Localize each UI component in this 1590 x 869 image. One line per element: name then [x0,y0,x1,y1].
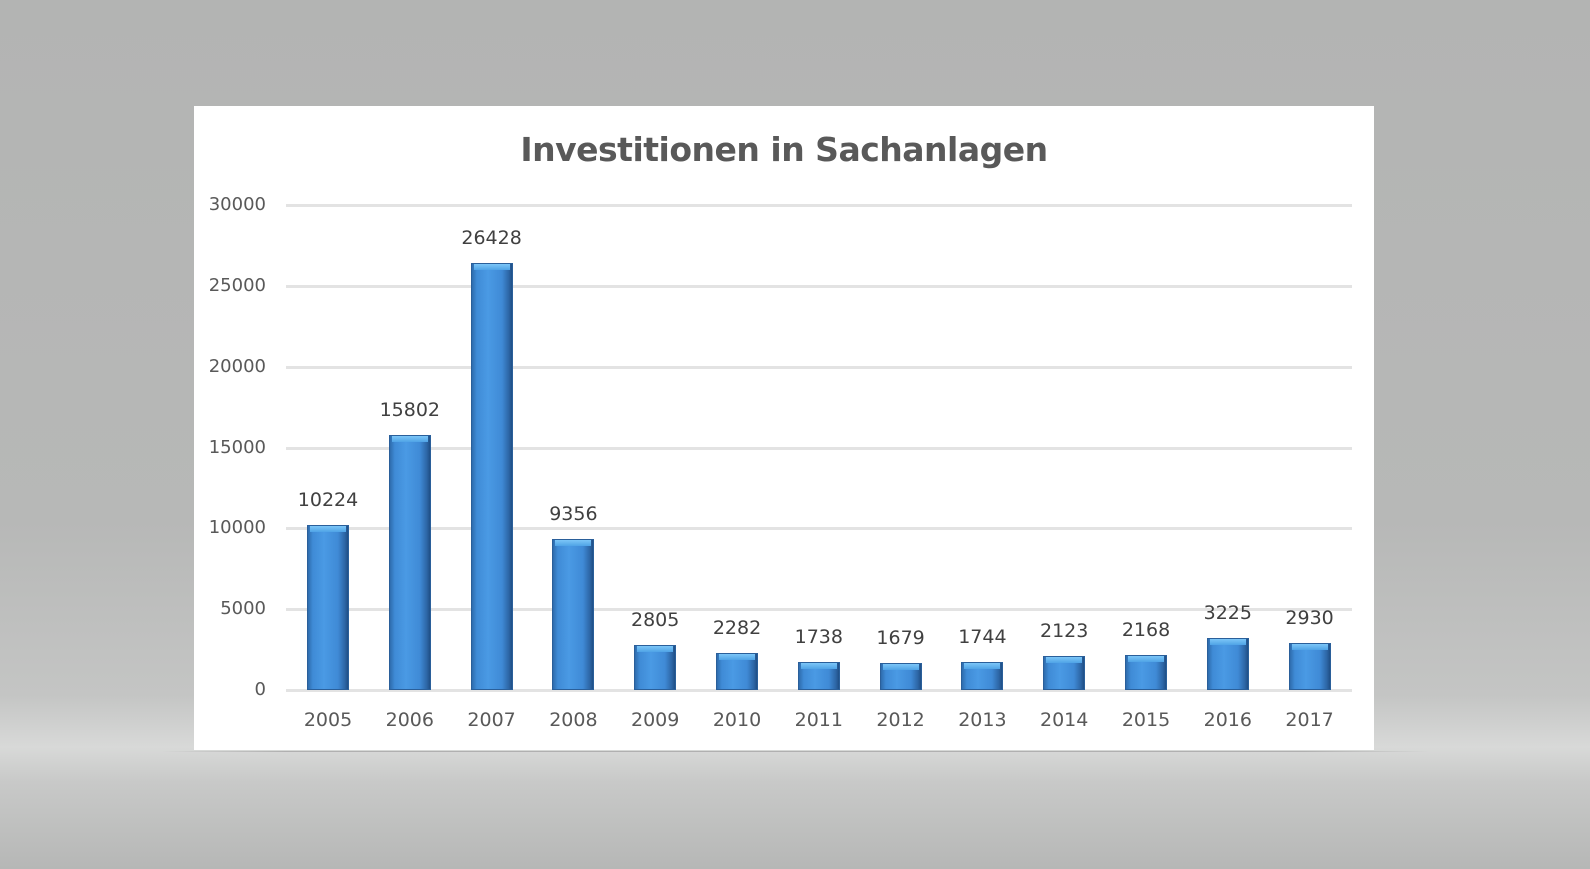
bar-2006[interactable] [388,434,431,690]
y-axis-tick-label: 5000 [220,598,266,620]
y-axis-tick-label: 20000 [208,355,266,377]
data-label: 2282 [712,617,762,640]
bar-2015[interactable] [1125,654,1167,690]
x-axis-tick-label: 2016 [1203,709,1252,731]
x-axis-tick-label: 2012 [876,709,925,731]
gridline [286,689,1352,692]
chart-title: Investitionen in Sachanlagen [520,130,1048,169]
y-axis-tick-label: 25000 [208,274,266,296]
bar-2016[interactable] [1206,637,1249,690]
data-label: 3225 [1203,601,1252,624]
gridline [286,527,1352,531]
data-label: 2930 [1285,606,1334,629]
data-label: 1738 [794,625,843,648]
x-axis-tick-label: 2010 [712,709,762,731]
x-axis-tick-label: 2006 [385,709,434,731]
bar-2017[interactable] [1288,642,1331,690]
data-label: 10224 [297,488,359,511]
x-axis-tick-label: 2005 [303,709,353,731]
x-axis-tick-label: 2009 [631,709,680,731]
gridline [286,446,1352,450]
data-label: 2805 [631,608,680,631]
x-axis-tick-label: 2008 [549,709,598,731]
data-label: 9356 [549,502,598,525]
data-label: 26428 [461,226,522,249]
x-axis-tick-label: 2017 [1285,709,1334,731]
data-label: 1679 [876,626,925,649]
bar-2007[interactable] [470,262,513,690]
data-label: 15802 [379,398,441,421]
x-axis-tick-label: 2014 [1040,709,1089,731]
x-axis-tick-label: 2015 [1121,709,1171,731]
y-axis-tick-label: 30000 [208,194,266,215]
floor-reflection-line [160,751,1430,752]
x-axis-tick-label: 2007 [467,709,516,731]
bar-2005[interactable] [307,524,349,690]
x-axis-tick-label: 2013 [958,709,1007,731]
bar-2012[interactable] [879,662,922,690]
gridline [286,608,1352,612]
plot-area: 0 5000 10000 15000 20000 25000 30000 10224 2005 1… [194,106,1374,750]
data-label: 2168 [1121,618,1171,641]
y-axis-tick-label: 0 [254,679,266,700]
y-axis-tick-label: 15000 [208,436,266,458]
bar-2014[interactable] [1043,655,1086,690]
bar-2008[interactable] [552,538,595,690]
bar-2010[interactable] [716,653,758,690]
gridline [286,365,1352,369]
bar-2013[interactable] [961,661,1004,690]
y-axis-tick-label: 10000 [208,517,266,539]
data-label: 1744 [958,625,1007,648]
chart-card: Investitionen in Sachanlagen 0 5000 10000 1… [194,106,1374,750]
gridline [286,284,1352,288]
x-axis-tick-label: 2011 [794,709,843,731]
bar-2009[interactable] [634,644,677,690]
gridline [286,204,1352,207]
data-label: 2123 [1040,619,1089,642]
bar-2011[interactable] [797,661,840,690]
